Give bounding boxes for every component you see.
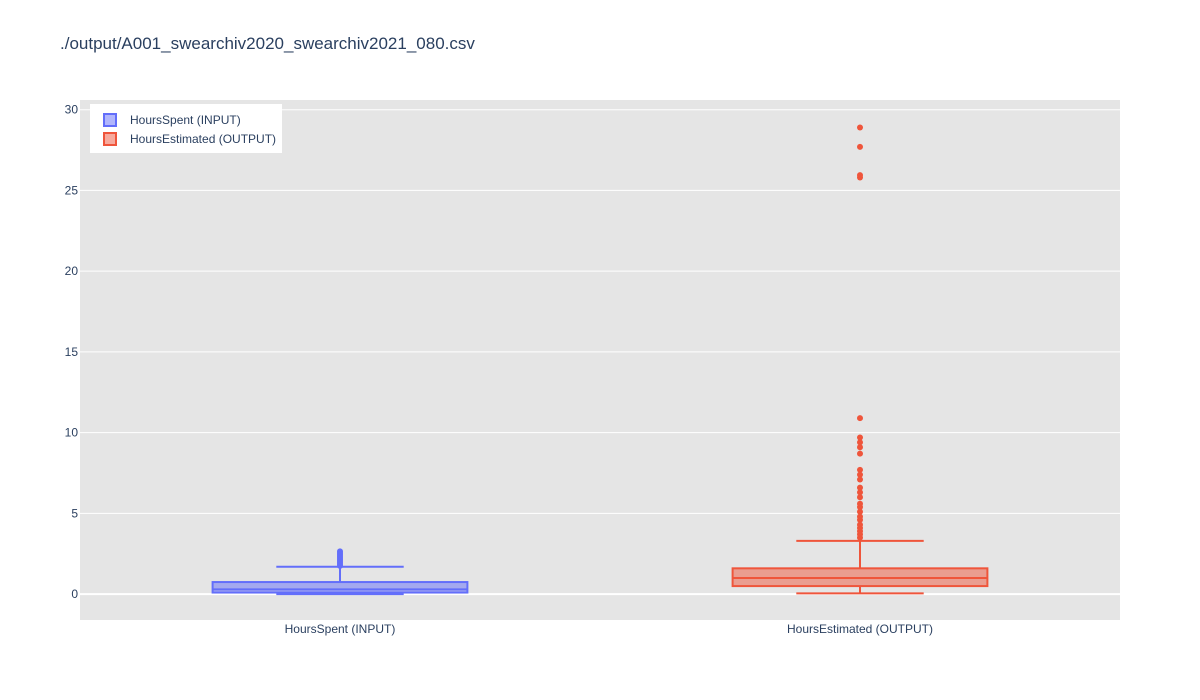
y-tick-label: 30 <box>65 103 79 117</box>
outlier-point <box>857 500 863 507</box>
outlier-point <box>857 415 863 422</box>
legend-label: HoursSpent (INPUT) <box>130 113 241 127</box>
outlier-point <box>857 494 863 501</box>
x-axis-ticks: HoursSpent (INPUT) HoursEstimated (OUTPUT… <box>285 622 933 636</box>
legend-label: HoursEstimated (OUTPUT) <box>130 132 276 146</box>
y-tick-label: 15 <box>65 345 79 359</box>
outlier-point <box>857 471 863 478</box>
legend-background <box>90 104 282 153</box>
outlier-point <box>857 513 863 520</box>
y-tick-label: 20 <box>65 264 79 278</box>
legend-item[interactable]: HoursEstimated (OUTPUT) <box>103 132 276 146</box>
legend-item[interactable]: HoursSpent (INPUT) <box>103 113 241 127</box>
outlier-point <box>857 508 863 515</box>
legend[interactable]: HoursSpent (INPUT) HoursEstimated (OUTPUT… <box>90 104 282 153</box>
x-tick-label: HoursSpent (INPUT) <box>285 622 396 636</box>
box-input <box>211 548 469 596</box>
box-output <box>731 124 989 595</box>
outlier-point <box>857 444 863 451</box>
outlier-point <box>857 450 863 457</box>
x-tick-label: HoursEstimated (OUTPUT) <box>787 622 933 636</box>
gridlines <box>80 109 1120 596</box>
legend-swatch <box>103 113 117 127</box>
outlier-point <box>857 476 863 483</box>
outlier-point <box>857 124 863 131</box>
legend-swatch <box>103 132 117 146</box>
y-tick-label: 10 <box>65 426 79 440</box>
boxes <box>211 124 989 596</box>
outlier-point <box>857 466 863 473</box>
outlier-point <box>857 484 863 491</box>
iqr-box <box>211 581 469 594</box>
y-tick-label: 0 <box>71 587 78 601</box>
outlier-point <box>857 439 863 446</box>
outlier-point <box>857 434 863 441</box>
outlier-point <box>857 489 863 496</box>
outlier-point <box>857 521 863 528</box>
plot-background <box>80 100 1120 620</box>
y-tick-label: 5 <box>71 506 78 520</box>
outlier-point <box>337 548 343 555</box>
chart-title: ./output/A001_swearchiv2020_swearchiv202… <box>60 34 475 53</box>
y-axis-ticks: 0 5 10 15 20 25 30 <box>65 103 79 601</box>
outlier-point <box>857 143 863 150</box>
y-tick-label: 25 <box>65 183 79 197</box>
outlier-point <box>857 172 863 179</box>
